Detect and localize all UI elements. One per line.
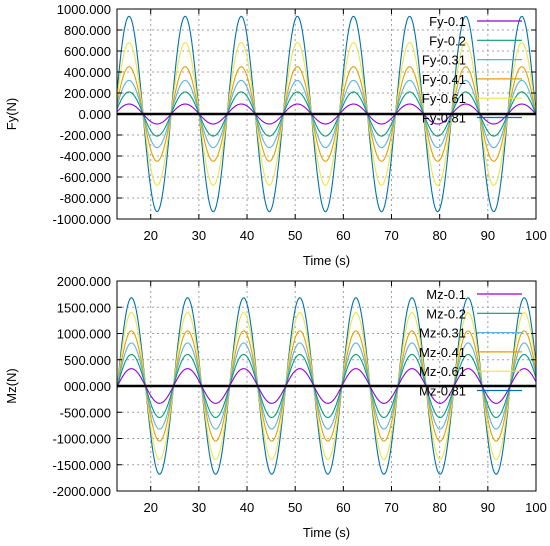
legend: Mz-0.1 Mz-0.2 Mz-0.31 Mz-0.41 Mz-0.61 Mz-0.81 <box>419 287 522 399</box>
x-tick-label: 50 <box>288 228 302 243</box>
x-tick-label: 80 <box>432 500 446 515</box>
y-tick-label: -400.000 <box>60 149 111 164</box>
series-line-mz-0-41 <box>116 330 537 442</box>
x-tick-label: 30 <box>192 500 206 515</box>
series-group <box>116 297 537 475</box>
legend-label: Fy-0.1 <box>429 14 466 29</box>
y-tick-label: 800.000 <box>64 23 111 38</box>
series-line-mz-0-61 <box>116 311 537 461</box>
y-tick-label: 0.000 <box>78 107 111 122</box>
y-axis-label: Mz(N) <box>4 368 19 403</box>
legend-label: Mz-0.81 <box>419 384 466 399</box>
y-tick-label: 200.000 <box>64 86 111 101</box>
y-tick-label: 400.000 <box>64 65 111 80</box>
x-tick-label: 70 <box>384 228 398 243</box>
x-tick-label: 20 <box>143 500 157 515</box>
series-line-mz-0-31 <box>116 342 537 430</box>
y-tick-label: 1000.000 <box>57 327 111 342</box>
legend-label: Mz-0.41 <box>419 345 466 360</box>
x-tick-label: 80 <box>432 228 446 243</box>
series-line-fy-0-81 <box>116 15 537 213</box>
x-tick-label: 70 <box>384 500 398 515</box>
x-axis-label: Time (s) <box>303 525 350 540</box>
y-tick-label: -500.000 <box>60 405 111 420</box>
y-tick-label: -1500.000 <box>52 458 111 473</box>
x-tick-label: 30 <box>192 228 206 243</box>
x-tick-label: 90 <box>481 228 495 243</box>
x-axis-label: Time (s) <box>303 253 350 268</box>
legend-label: Fy-0.41 <box>422 72 466 87</box>
y-tick-label: 600.000 <box>64 44 111 59</box>
series-line-fy-0-41 <box>116 66 537 162</box>
series-line-fy-0-2 <box>116 91 537 137</box>
x-axis: 20 30 40 50 60 70 80 90 100 <box>143 9 547 243</box>
legend-label: Mz-0.31 <box>419 326 466 341</box>
legend-label: Fy-0.2 <box>429 33 466 48</box>
legend-label: Fy-0.81 <box>422 111 466 126</box>
x-axis: 20 30 40 50 60 70 80 90 100 <box>143 281 547 515</box>
y-tick-label: 2000.000 <box>57 274 111 289</box>
y-axis: 2000.000 1500.000 1000.000 500.000 000.000 -5… <box>52 274 536 499</box>
series-line-mz-0-81 <box>116 297 537 475</box>
y-tick-label: -600.000 <box>60 170 111 185</box>
legend-label: Mz-0.1 <box>426 287 466 302</box>
chart-panel-2: 20 30 40 50 60 70 80 90 100 2000.000 1500.000 1000.… <box>4 274 547 540</box>
y-tick-label: -1000.000 <box>52 432 111 447</box>
y-tick-label: -200.000 <box>60 128 111 143</box>
x-tick-label: 40 <box>240 500 254 515</box>
legend-label: Fy-0.61 <box>422 91 466 106</box>
y-axis: 1000.000 800.000 600.000 400.000 200.000 0.00… <box>52 2 536 227</box>
legend-label: Mz-0.61 <box>419 364 466 379</box>
x-tick-label: 20 <box>143 228 157 243</box>
y-tick-label: 1000.000 <box>57 2 111 17</box>
y-tick-label: -1000.000 <box>52 212 111 227</box>
y-tick-label: -800.000 <box>60 191 111 206</box>
x-tick-label: 90 <box>481 500 495 515</box>
series-line-mz-0-2 <box>116 353 537 419</box>
series-line-fy-0-31 <box>116 79 537 149</box>
y-tick-label: 000.000 <box>64 379 111 394</box>
y-tick-label: 500.000 <box>64 353 111 368</box>
x-tick-label: 60 <box>336 228 350 243</box>
legend: Fy-0.1 Fy-0.2 Fy-0.31 Fy-0.41 Fy-0.61 Fy-0.81 <box>422 14 522 126</box>
legend-label: Mz-0.2 <box>426 306 466 321</box>
x-tick-label: 40 <box>240 228 254 243</box>
x-tick-label: 100 <box>525 500 547 515</box>
series-line-mz-0-1 <box>116 368 537 404</box>
series-line-fy-0-61 <box>116 42 537 186</box>
y-tick-label: 1500.000 <box>57 300 111 315</box>
x-tick-label: 50 <box>288 500 302 515</box>
y-axis-label: Fy(N) <box>4 98 19 131</box>
x-tick-label: 100 <box>525 228 547 243</box>
series-group <box>116 15 537 213</box>
legend-label: Fy-0.31 <box>422 53 466 68</box>
y-tick-label: -2000.000 <box>52 484 111 499</box>
chart-panel-1: 20 30 40 50 60 70 80 90 100 1000.000 800.000 600.00… <box>4 2 547 268</box>
series-line-fy-0-1 <box>116 103 537 125</box>
x-tick-label: 60 <box>336 500 350 515</box>
